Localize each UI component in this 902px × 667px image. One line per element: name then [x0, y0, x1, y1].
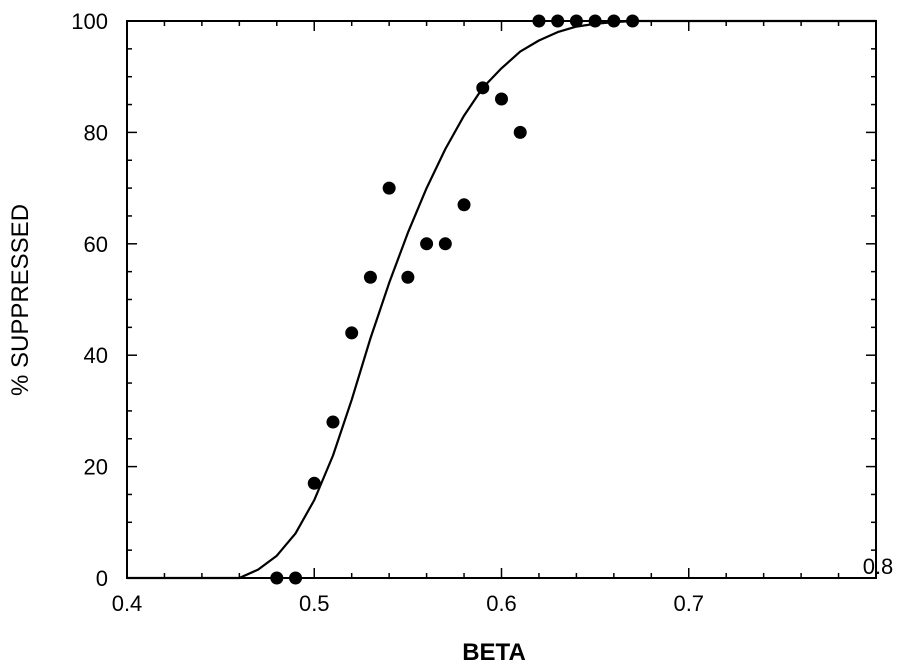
x-tick-label: 0.5 [299, 591, 330, 616]
data-point [345, 326, 359, 340]
data-point [588, 14, 602, 28]
data-point [476, 81, 490, 95]
data-point [532, 14, 546, 28]
data-point [401, 270, 415, 284]
data-point [420, 237, 434, 251]
data-point [569, 14, 583, 28]
y-tick-label: 100 [71, 9, 108, 34]
data-point [607, 14, 621, 28]
x-tick-label: 0.6 [486, 591, 517, 616]
data-point [438, 237, 452, 251]
y-tick-label: 80 [84, 120, 108, 145]
data-point [513, 125, 527, 139]
data-point [307, 476, 321, 490]
data-point [270, 571, 284, 585]
data-points-layer [270, 14, 640, 585]
axis-ticks [126, 20, 877, 579]
data-point [551, 14, 565, 28]
tick-labels-layer: 0.4 0.5 0.6 0.7 0.8 0 20 40 60 80 100 [71, 9, 893, 616]
data-point [363, 270, 377, 284]
data-point [382, 181, 396, 195]
y-axis-title: % SUPPRESSED [7, 204, 34, 396]
data-point [326, 415, 340, 429]
x-tick-label: 0.4 [112, 591, 143, 616]
x-axis-title: BETA [462, 639, 526, 666]
y-tick-label: 40 [84, 343, 108, 368]
x-tick-label: 0.8 [863, 554, 894, 579]
data-point [626, 14, 640, 28]
data-point [457, 198, 471, 212]
y-tick-label: 0 [96, 566, 108, 591]
data-point [495, 92, 508, 106]
data-point [289, 571, 303, 585]
y-tick-label: 60 [84, 232, 108, 257]
y-tick-label: 20 [84, 455, 108, 480]
x-tick-label: 0.7 [673, 591, 704, 616]
